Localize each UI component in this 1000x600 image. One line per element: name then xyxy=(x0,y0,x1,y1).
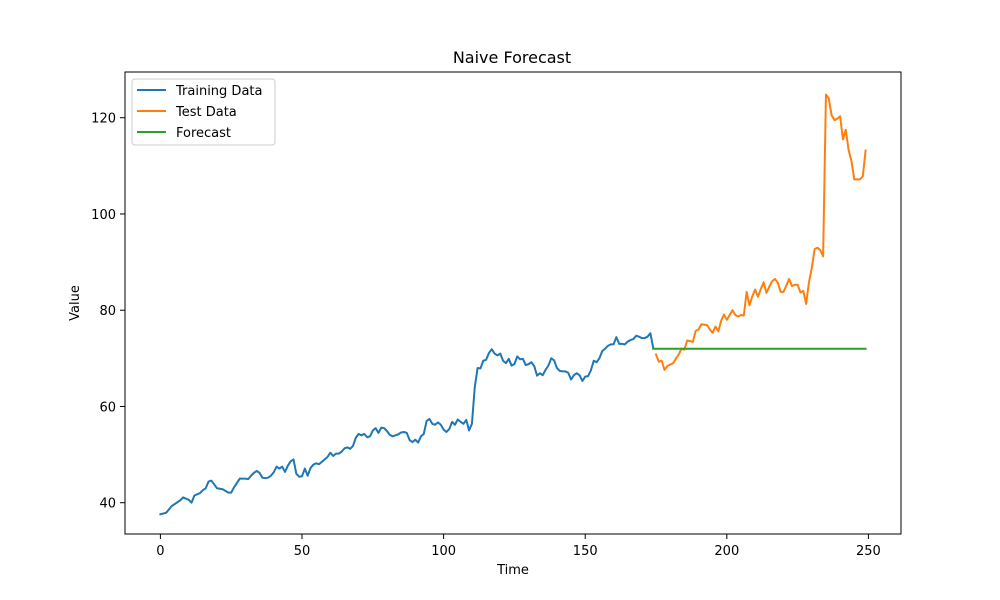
y-axis-label: Value xyxy=(68,285,83,321)
x-tick-label: 150 xyxy=(573,544,598,559)
series-line-test-data xyxy=(654,93,867,371)
legend-items: Training Data Test Data Forecast xyxy=(137,84,262,141)
x-axis-label: Time xyxy=(496,563,529,578)
legend-label-training-data: Training Data xyxy=(175,84,262,99)
x-tick-label: 50 xyxy=(294,544,311,559)
y-tick-label: 80 xyxy=(99,304,116,319)
x-tick-label: 250 xyxy=(856,544,881,559)
y-tick-label: 100 xyxy=(91,208,116,223)
y-axis: 40 60 80 100 120 xyxy=(91,112,125,512)
legend-label-test-data: Test Data xyxy=(175,105,237,120)
x-axis: 0 50 100 150 200 250 xyxy=(156,534,881,559)
y-tick-label: 40 xyxy=(99,497,116,512)
x-tick-label: 0 xyxy=(156,544,164,559)
legend-label-forecast: Forecast xyxy=(176,126,231,141)
legend: Training Data Test Data Forecast xyxy=(131,78,276,146)
x-tick-label: 100 xyxy=(431,544,456,559)
plot-area xyxy=(124,71,902,535)
y-tick-label: 60 xyxy=(99,400,116,415)
series-layer xyxy=(159,93,867,516)
chart-title: Naive Forecast xyxy=(453,48,571,67)
series-line-training-data xyxy=(159,332,655,516)
plot-frame xyxy=(124,71,902,535)
x-tick-label: 200 xyxy=(714,544,739,559)
y-tick-label: 120 xyxy=(91,112,116,127)
legend-box xyxy=(131,78,276,146)
